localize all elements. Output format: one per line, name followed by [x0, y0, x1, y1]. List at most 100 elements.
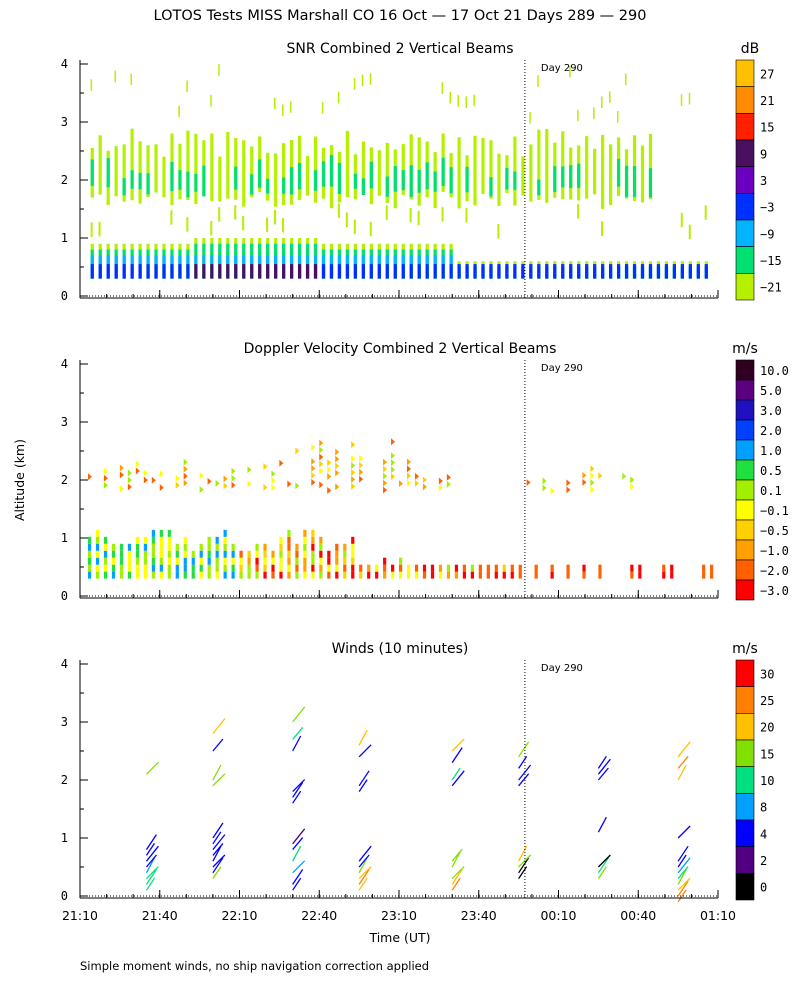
doppler-cell [335, 455, 340, 463]
doppler-cell [622, 472, 627, 480]
snr-cell [409, 207, 412, 223]
doppler-cell [247, 466, 252, 474]
doppler-cell [223, 536, 227, 544]
doppler-cell [438, 571, 443, 579]
doppler-cell [534, 564, 538, 572]
snr-cell [561, 166, 565, 188]
doppler-cell [542, 484, 547, 492]
doppler-cell [494, 564, 498, 572]
doppler-cell [335, 543, 339, 551]
wind-vector [677, 857, 691, 874]
doppler-cell [103, 474, 108, 482]
doppler-cell [319, 571, 323, 579]
snr-cell [122, 178, 126, 196]
snr-cell [210, 133, 214, 202]
doppler-cell [215, 536, 219, 544]
doppler-cell [127, 483, 132, 491]
doppler-cell [710, 564, 714, 572]
doppler-cell [239, 571, 243, 579]
doppler-cell [335, 557, 339, 565]
doppler-cell [287, 529, 291, 537]
doppler-cell [303, 571, 307, 579]
snr-cell [441, 82, 444, 94]
wind-vector [518, 866, 528, 879]
snr-cell [425, 162, 429, 190]
doppler-cell [367, 564, 371, 572]
doppler-cell [430, 564, 435, 572]
doppler-cell [510, 571, 514, 579]
snr-cell [178, 170, 182, 190]
doppler-cell [231, 564, 235, 572]
y-tick-label: 2 [61, 773, 68, 787]
doppler-cell [231, 557, 235, 565]
doppler-cell [406, 465, 411, 473]
doppler-cell [406, 564, 411, 572]
snr-cell [680, 94, 683, 106]
doppler-cell [263, 463, 268, 471]
doppler-cell [582, 478, 587, 486]
doppler-cell [391, 473, 396, 481]
doppler-cell [199, 472, 204, 480]
snr-cell [194, 133, 198, 205]
doppler-cell [263, 564, 267, 572]
snr-cell [393, 264, 397, 279]
doppler-cell [175, 474, 180, 482]
doppler-cell [207, 564, 211, 572]
doppler-cell [391, 466, 396, 474]
doppler-cell [111, 543, 116, 551]
snr-cell [401, 170, 405, 191]
snr-cell [313, 136, 318, 203]
snr-cell [561, 264, 565, 279]
snr-cell [130, 128, 134, 201]
y-tick-label: 1 [61, 831, 68, 845]
snr-cell [664, 264, 669, 279]
snr-cell [321, 102, 324, 114]
doppler-cell [127, 564, 132, 572]
doppler-panel-title: Doppler Velocity Combined 2 Vertical Bea… [244, 341, 557, 357]
snr-cell [282, 177, 286, 194]
doppler-cell [590, 472, 595, 480]
snr-cell [688, 224, 691, 240]
doppler-cell [446, 571, 451, 579]
doppler-cell [303, 543, 307, 551]
colorbar-label: 10 [760, 774, 774, 788]
snr-cell [90, 79, 93, 91]
snr-cell [465, 264, 469, 279]
snr-cell [473, 94, 475, 107]
wind-vector [358, 869, 370, 885]
doppler-cell [279, 536, 283, 544]
doppler-panel: Doppler Velocity Combined 2 Vertical Bea… [61, 341, 789, 603]
x-tick-label: 21:40 [142, 908, 178, 923]
doppler-cell [319, 543, 323, 551]
snr-cell [154, 264, 158, 279]
doppler-cell [103, 564, 108, 572]
doppler-cell [399, 571, 403, 579]
snr-cell [680, 212, 683, 228]
doppler-cell [159, 571, 163, 579]
snr-cell [457, 264, 461, 279]
doppler-cell [327, 564, 331, 572]
doppler-cell [183, 472, 188, 480]
doppler-cell [630, 476, 635, 484]
snr-cell [417, 169, 421, 193]
doppler-cell [223, 529, 227, 537]
wind-vector [677, 880, 689, 897]
wind-vector [212, 842, 224, 856]
doppler-cell [175, 571, 179, 579]
doppler-cell [303, 564, 307, 572]
doppler-cell [351, 482, 356, 490]
doppler-cell [295, 571, 299, 579]
snr-cell [146, 145, 150, 197]
snr-cell [624, 264, 629, 279]
snr-cell [345, 264, 350, 279]
colorbar-swatch [735, 219, 755, 247]
colorbar-swatch [735, 559, 755, 581]
doppler-cell [95, 564, 100, 572]
doppler-cell [119, 464, 124, 472]
doppler-cell [295, 557, 299, 565]
doppler-cell [383, 557, 387, 565]
wind-vector [518, 845, 528, 862]
doppler-cell [279, 459, 284, 467]
doppler-cell [215, 550, 219, 558]
snr-cell [178, 105, 180, 118]
